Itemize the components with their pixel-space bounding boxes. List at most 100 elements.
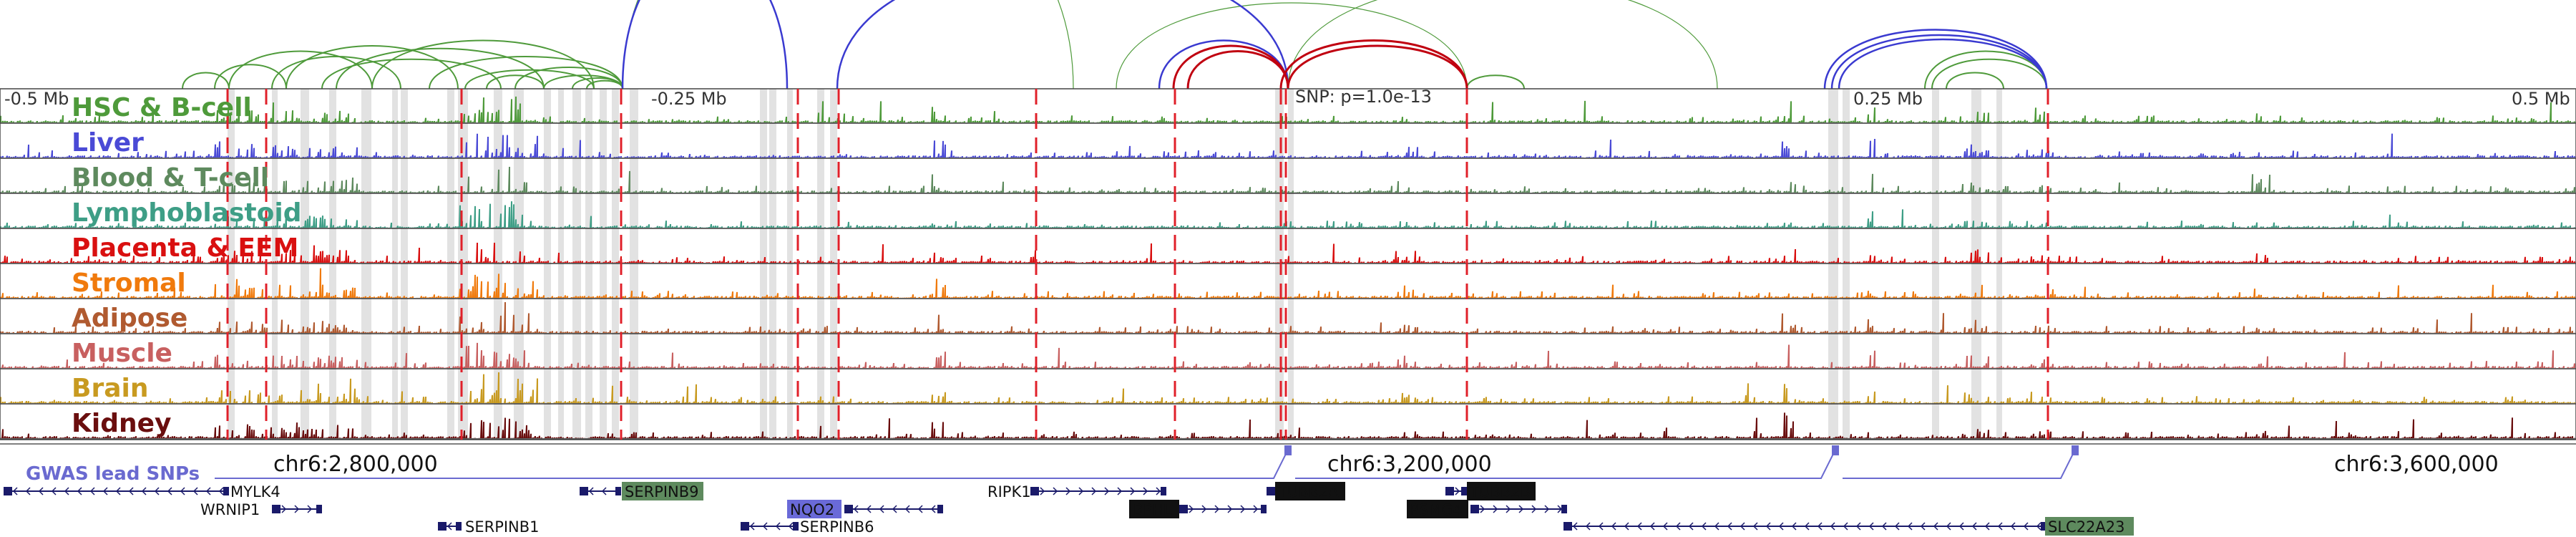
gene-label-bg-tubb2b xyxy=(1467,482,1536,500)
highlight-band xyxy=(228,89,235,440)
interaction-arc xyxy=(1931,58,2047,90)
highlight-band xyxy=(817,89,824,440)
gene-strand-arrow xyxy=(1868,522,1874,531)
gene-strand-arrow xyxy=(1804,522,1810,531)
scale-plus-025-label: 0.25 Mb xyxy=(1853,89,1923,109)
gene-label-serpinb1: SERPINB1 xyxy=(465,518,540,536)
gene-exon xyxy=(1445,487,1454,495)
gene-strand-arrow xyxy=(1881,522,1887,531)
gene-exon xyxy=(272,505,280,513)
gene-strand-arrow xyxy=(447,522,452,531)
gene-strand-arrow xyxy=(167,487,172,495)
gene-strand-arrow xyxy=(1662,522,1668,531)
interaction-arc xyxy=(1287,44,1468,90)
snp-pvalue-label: SNP: p=1.0e-13 xyxy=(1295,87,1432,107)
track-labels: HSC & B-cell Liver Blood & T-cell Lymphobla… xyxy=(72,93,302,438)
gene-strand-arrow xyxy=(892,505,897,513)
highlight-band xyxy=(392,89,398,440)
gene-strand-arrow xyxy=(128,487,134,495)
gene-strand-arrow xyxy=(192,487,198,495)
gene-strand-arrow xyxy=(1649,522,1655,531)
track-label-7: Muscle xyxy=(72,339,172,368)
gene-strand-arrow xyxy=(762,522,768,531)
gene-label-bphl: BPHL xyxy=(1133,501,1172,518)
gene-strand-arrow xyxy=(180,487,185,495)
highlight-band xyxy=(1932,89,1939,440)
gene-exon xyxy=(793,522,799,531)
track-label-1: Liver xyxy=(72,128,144,158)
track-area xyxy=(0,88,2576,440)
gwas-connector-3 xyxy=(1843,449,2076,479)
gene-strand-arrow xyxy=(1740,522,1745,531)
gene-strand-arrow xyxy=(930,505,936,513)
gene-label-serpinb9: SERPINB9 xyxy=(625,483,699,500)
gene-exon xyxy=(1561,505,1567,513)
gene-label-tubb2b: TUBB2B xyxy=(1469,483,1531,500)
gene-label-wrnip1: WRNIP1 xyxy=(200,501,260,518)
track-label-0: HSC & B-cell xyxy=(72,93,252,122)
gene-strand-arrow xyxy=(1156,487,1161,495)
interaction-arc xyxy=(1823,29,2048,90)
track-label-2: Blood & T-cell xyxy=(72,163,269,193)
highlight-band xyxy=(494,89,502,440)
highlight-band xyxy=(769,89,776,440)
interaction-arc xyxy=(228,50,373,90)
gene-exon xyxy=(1461,487,1467,495)
interaction-arc xyxy=(464,69,595,90)
interaction-arc xyxy=(1838,38,2048,90)
signal-track-2 xyxy=(0,166,2576,193)
gene-strand-arrow xyxy=(1971,522,1977,531)
gene-strand-arrow xyxy=(917,505,923,513)
gene-strand-arrow xyxy=(1611,522,1616,531)
gene-label-bg-psmg4 xyxy=(1407,500,1468,518)
highlight-band xyxy=(612,89,619,440)
interaction-arc xyxy=(1287,0,1718,90)
gene-strand-arrow xyxy=(1598,522,1604,531)
gene-strand-arrow xyxy=(1894,522,1900,531)
gene-strand-arrow xyxy=(1253,505,1259,513)
gene-label-bg-slc22a23 xyxy=(2045,517,2134,536)
gene-label-tubb2a: TUBB2A xyxy=(1277,483,1339,500)
gene-strand-arrow xyxy=(1714,522,1719,531)
interaction-arc xyxy=(336,47,545,90)
gene-exon xyxy=(316,505,322,513)
gene-strand-arrow xyxy=(1958,522,1964,531)
gene-strand-arrow xyxy=(1531,505,1537,513)
scale-left-label: -0.5 Mb xyxy=(4,89,69,109)
highlight-band xyxy=(585,89,592,440)
gene-exon xyxy=(1261,505,1267,513)
gene-strand-arrow xyxy=(1506,505,1511,513)
scale-minus-025-label: -0.25 Mb xyxy=(651,89,727,109)
gene-strand-arrow xyxy=(1240,505,1246,513)
gene-strand-arrow xyxy=(1117,487,1123,495)
interaction-arc xyxy=(1186,50,1289,90)
signal-track-8 xyxy=(0,372,2576,403)
gene-label-mylk4: MYLK4 xyxy=(230,483,280,500)
interaction-arc xyxy=(621,0,789,90)
gene-strand-arrow xyxy=(205,487,211,495)
highlight-band xyxy=(787,89,793,440)
gene-label-nqo2: NQO2 xyxy=(790,501,834,518)
interaction-arc xyxy=(371,39,595,90)
gene-exon xyxy=(438,522,447,531)
gene-strand-arrow xyxy=(1518,505,1524,513)
gene-exon xyxy=(937,505,943,513)
gene-strand-arrow xyxy=(1091,487,1097,495)
gene-strand-arrow xyxy=(1830,522,1835,531)
gene-strand-arrow xyxy=(12,487,18,495)
gene-strand-arrow xyxy=(1143,487,1148,495)
interaction-arc xyxy=(1279,39,1468,90)
highlight-band xyxy=(630,89,638,440)
highlight-band xyxy=(401,89,408,440)
gene-strand-arrow xyxy=(51,487,57,495)
gene-label-bg-nqo2 xyxy=(787,500,841,518)
highlight-band xyxy=(1288,89,1294,440)
gene-strand-arrow xyxy=(1053,487,1058,495)
highlight-band xyxy=(558,89,564,440)
gene-exon xyxy=(741,522,749,531)
highlight-band xyxy=(600,89,607,440)
gene-strand-arrow xyxy=(1455,487,1460,495)
track-label-4: Placenta & EEM xyxy=(72,233,298,263)
highlight-band xyxy=(760,89,767,440)
